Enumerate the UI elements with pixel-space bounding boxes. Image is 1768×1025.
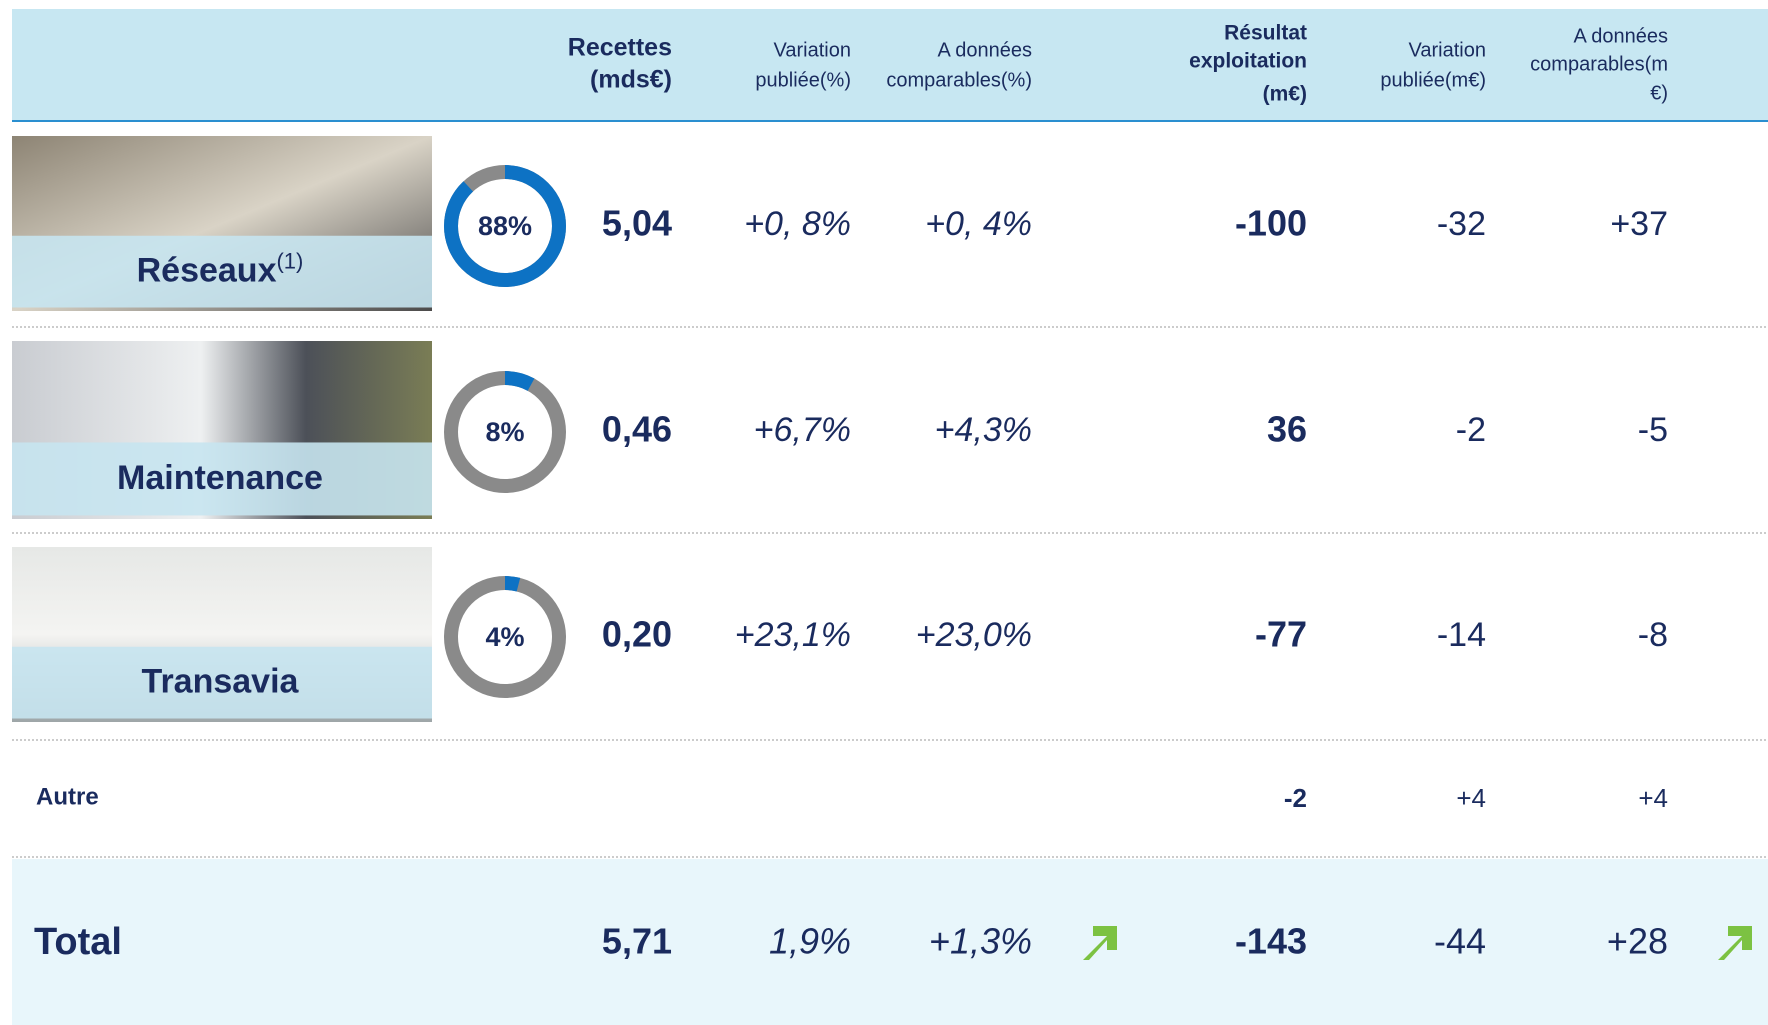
cell-value: +23,0% [916,616,1032,654]
column-header: (m€) [1263,83,1307,106]
column-header: Variation [774,39,851,61]
cell-value: +4,3% [935,411,1032,449]
cell-value: -2 [1284,783,1307,813]
column-header: Recettes [568,34,672,62]
cell-value: +1,3% [929,921,1032,962]
donut-label: 88% [478,211,532,241]
cell-value: +37 [1610,205,1668,243]
cell-value: -5 [1638,411,1668,449]
slide: Recettes (mds€) Variation publiée(%) A donné… [0,0,1768,1025]
cell-value: +6,7% [754,411,851,449]
header-band [12,9,1768,121]
segment-name: Transavia [142,662,300,700]
cell-value: +0, 4% [925,205,1032,243]
footnote-ref: (1) [276,248,303,273]
cell-value: 5,71 [602,921,672,962]
column-header: A données [1573,25,1668,47]
cell-value: +4 [1456,783,1486,813]
cell-value: -143 [1235,921,1307,962]
column-header: publiée(%) [755,69,851,91]
total-band [12,859,1768,1025]
cell-value: 36 [1267,409,1307,450]
segment-name: Réseaux [137,251,277,289]
cell-value: 5,04 [602,203,672,244]
cell-value: +28 [1607,921,1668,962]
donut-label: 4% [485,622,524,652]
cell-value: -100 [1235,203,1307,244]
cell-value: -77 [1255,614,1307,655]
segment-label: Transavia [142,662,300,700]
cell-value: -2 [1456,411,1486,449]
segment-name: Maintenance [117,459,323,497]
column-header: comparables(m [1530,53,1668,75]
cell-value: 1,9% [769,921,851,962]
cell-value: 0,46 [602,409,672,450]
column-header: (mds€) [590,66,672,94]
donut-label: 8% [485,417,524,447]
other-label: Autre [36,783,99,810]
column-header: publiée(m€) [1380,69,1486,91]
total-label: Total [34,921,122,963]
column-header: exploitation [1189,50,1307,73]
cell-value: -32 [1437,205,1486,243]
cell-value: +23,1% [735,616,851,654]
cell-value: +0, 8% [744,205,851,243]
column-header: €) [1650,82,1668,104]
cell-value: -8 [1638,616,1668,654]
cell-value: -44 [1434,921,1486,962]
column-header: Variation [1409,39,1486,61]
column-header: A données [937,39,1032,61]
column-header: Résultat [1224,22,1307,45]
cell-value: -14 [1437,616,1486,654]
segment-label: Maintenance [117,459,323,497]
cell-value: 0,20 [602,614,672,655]
column-header: comparables(%) [886,69,1032,91]
cell-value: +4 [1638,783,1668,813]
